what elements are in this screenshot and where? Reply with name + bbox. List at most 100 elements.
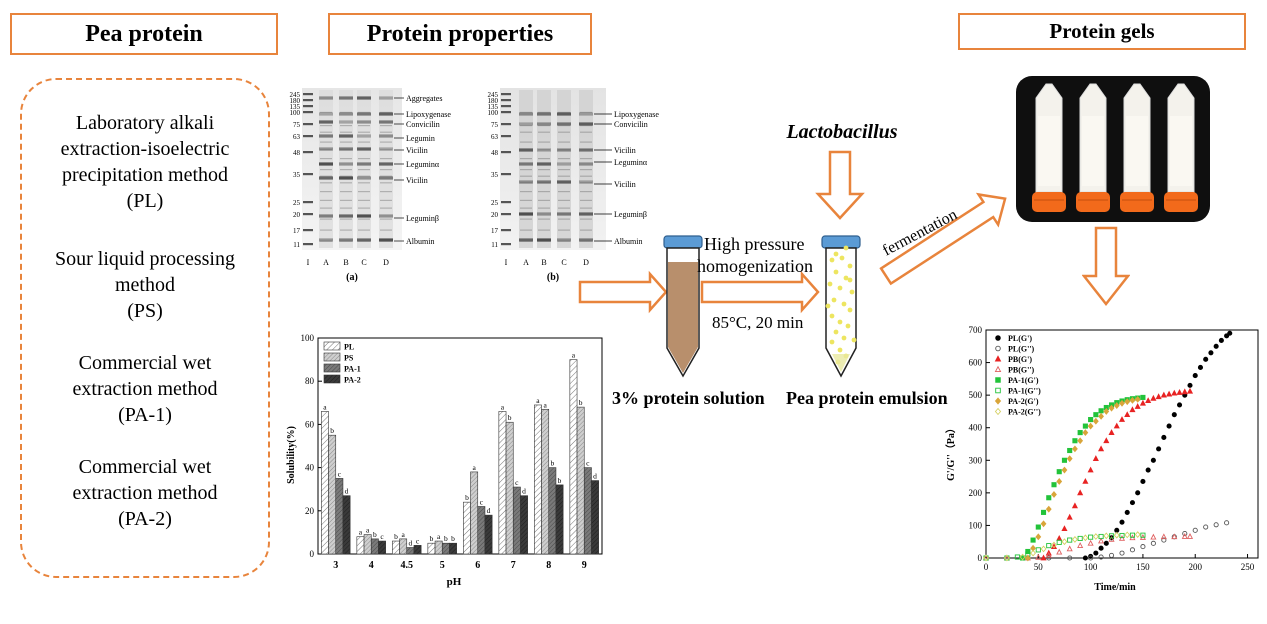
- marker-label: 135: [290, 103, 301, 111]
- ladder-band: [303, 213, 313, 216]
- gel-tube-cap: [1120, 192, 1154, 212]
- significance-letter: c: [586, 459, 590, 468]
- fermentation-arrow: [879, 192, 1007, 286]
- significance-letter: c: [338, 469, 342, 478]
- faint-band: [358, 229, 370, 231]
- data-point: [1161, 537, 1167, 543]
- rheology-y-label: G'/G''（Pa）: [944, 423, 957, 481]
- significance-letter: b: [451, 534, 455, 543]
- tube-cap: [663, 235, 703, 249]
- data-point: [1051, 482, 1057, 488]
- data-point: [1082, 429, 1089, 437]
- protein-band: [537, 122, 551, 126]
- significance-letter: d: [345, 487, 349, 496]
- data-point: [1118, 416, 1126, 422]
- data-point: [1171, 389, 1178, 396]
- lane-label: A: [323, 258, 329, 267]
- bar: [477, 506, 486, 555]
- significance-letter: b: [465, 493, 469, 502]
- data-point: [1129, 547, 1136, 553]
- faint-band: [520, 169, 532, 171]
- data-point: [1056, 478, 1063, 485]
- data-point: [1218, 337, 1224, 343]
- x-tick-label: 50: [1034, 562, 1044, 572]
- data-point: [1134, 531, 1141, 538]
- protein-band: [339, 176, 353, 180]
- data-point: [1040, 554, 1047, 561]
- faint-band: [358, 158, 370, 160]
- data-point: [1124, 509, 1130, 515]
- emulsion-droplet: [833, 269, 839, 275]
- band-label: Vicilin: [614, 180, 636, 189]
- significance-letter: b: [508, 413, 512, 422]
- data-point: [1046, 543, 1052, 549]
- legend-label: PA-2(G''): [1008, 408, 1041, 417]
- lane-label: A: [523, 258, 529, 267]
- data-point: [1092, 455, 1099, 461]
- band-label: Convicilin: [406, 120, 440, 129]
- faint-band: [358, 199, 370, 201]
- bar: [392, 540, 400, 555]
- data-point: [1067, 447, 1073, 454]
- protein-solution-tube: [663, 235, 703, 378]
- significance-letter: b: [579, 398, 583, 407]
- faint-band: [538, 191, 550, 193]
- marker-label: 245: [488, 91, 499, 99]
- legend-swatch: [323, 363, 341, 373]
- faint-band: [358, 125, 370, 127]
- lane-label: C: [561, 258, 566, 267]
- faint-band: [340, 218, 352, 220]
- protein-band: [557, 238, 571, 242]
- marker-label: 17: [491, 227, 499, 235]
- faint-band: [380, 218, 392, 220]
- emulsion-tube: [821, 235, 861, 378]
- arrow-to-emulsion: [700, 270, 820, 314]
- protein-band: [537, 162, 551, 166]
- data-point: [1025, 548, 1031, 555]
- legend-label: PL(G''): [1008, 345, 1035, 354]
- gel-tube-cap: [1164, 192, 1198, 212]
- data-point: [1134, 403, 1141, 409]
- protein-band: [579, 212, 593, 216]
- lane-label: B: [541, 258, 546, 267]
- significance-letter: c: [480, 497, 484, 506]
- protein-band: [319, 176, 333, 180]
- data-point: [1118, 534, 1126, 541]
- protein-band: [379, 176, 393, 180]
- data-point: [1224, 333, 1230, 339]
- data-point: [1088, 417, 1094, 423]
- faint-band: [340, 182, 352, 184]
- data-point: [1077, 489, 1084, 496]
- data-point: [1072, 445, 1078, 453]
- data-point: [1098, 408, 1104, 414]
- marker-label: 63: [491, 133, 499, 141]
- protein-band: [579, 122, 593, 126]
- faint-band: [580, 125, 592, 127]
- protein-band: [339, 238, 353, 242]
- marker-label: 25: [293, 199, 301, 207]
- faint-band: [558, 229, 570, 231]
- gel-lane: [379, 90, 393, 248]
- marker-label: 180: [290, 97, 301, 105]
- data-point: [1113, 402, 1120, 409]
- protein-band: [379, 162, 393, 166]
- legend-label: PB(G''): [1008, 366, 1035, 375]
- faint-band: [358, 141, 370, 143]
- faint-band: [558, 125, 570, 127]
- data-point: [1030, 549, 1036, 557]
- data-point: [1103, 408, 1110, 415]
- gel-lane: [339, 90, 353, 248]
- lane-label: B: [343, 258, 348, 267]
- faint-band: [580, 131, 592, 133]
- faint-band: [520, 218, 532, 220]
- bar: [576, 406, 585, 555]
- y-tick-label: 100: [969, 520, 983, 530]
- bar: [583, 467, 592, 555]
- data-point: [1119, 519, 1125, 525]
- faint-band: [558, 131, 570, 133]
- significance-letter: c: [380, 532, 384, 541]
- protein-gels-header: Protein gels: [958, 13, 1246, 50]
- data-point: [1046, 555, 1052, 561]
- data-point: [1171, 412, 1177, 418]
